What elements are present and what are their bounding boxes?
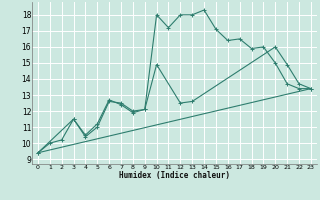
X-axis label: Humidex (Indice chaleur): Humidex (Indice chaleur): [119, 171, 230, 180]
